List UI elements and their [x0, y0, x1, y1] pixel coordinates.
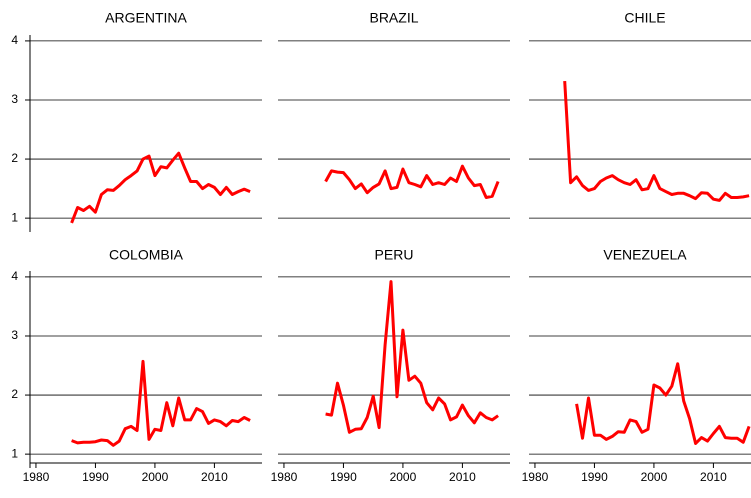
panel-title: PERU — [375, 247, 414, 263]
y-tick-label: 1 — [11, 210, 18, 224]
y-tick-label: 3 — [11, 92, 18, 106]
y-tick-label: 2 — [11, 387, 18, 401]
data-line — [324, 164, 500, 199]
data-line — [71, 359, 251, 447]
x-tick-label: 2000 — [641, 470, 668, 484]
x-tick-label: 1990 — [330, 470, 357, 484]
y-tick-label: 3 — [11, 328, 18, 342]
x-tick-label: 1980 — [23, 470, 50, 484]
x-tick-label: 2010 — [700, 470, 727, 484]
panel-title: CHILE — [624, 10, 665, 26]
panel-title: VENEZUELA — [603, 247, 687, 263]
data-line — [563, 81, 750, 202]
x-tick-label: 2010 — [201, 470, 228, 484]
y-tick-label: 2 — [11, 151, 18, 165]
x-tick-label: 2000 — [390, 470, 417, 484]
panel-title: ARGENTINA — [105, 10, 187, 26]
data-line — [325, 280, 499, 434]
x-tick-label: 1980 — [522, 470, 549, 484]
panel-title: BRAZIL — [369, 10, 418, 26]
data-line — [70, 151, 251, 224]
data-line — [575, 362, 751, 445]
y-tick-label: 1 — [11, 446, 18, 460]
x-tick-label: 2010 — [449, 470, 476, 484]
x-tick-label: 1980 — [271, 470, 298, 484]
x-tick-label: 2000 — [142, 470, 169, 484]
x-tick-label: 1990 — [82, 470, 109, 484]
y-tick-label: 4 — [11, 33, 18, 47]
panel-title: COLOMBIA — [109, 247, 184, 263]
x-tick-label: 1990 — [581, 470, 608, 484]
y-tick-label: 4 — [11, 269, 18, 283]
